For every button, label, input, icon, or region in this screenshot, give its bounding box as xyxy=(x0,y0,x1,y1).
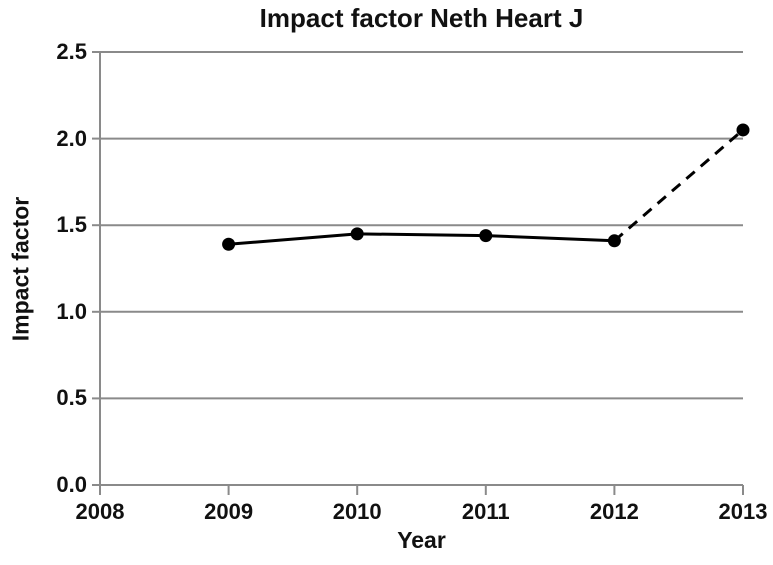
y-tick-label: 0.0 xyxy=(56,472,87,497)
trend-line-dashed xyxy=(613,128,744,242)
data-point-2011 xyxy=(479,229,493,243)
y-tick-label: 1.0 xyxy=(56,298,87,324)
y-tick-label: 0.5 xyxy=(56,385,87,411)
data-point-2010 xyxy=(350,227,364,241)
y-tick-label: 2.0 xyxy=(56,125,87,151)
x-tick-label: 2008 xyxy=(75,499,125,524)
data-point-2013 xyxy=(736,123,750,137)
x-tick-label: 2011 xyxy=(461,499,510,524)
x-tick-label: 2010 xyxy=(332,499,382,524)
x-tick-label: 2009 xyxy=(204,499,254,524)
data-point-2009 xyxy=(222,237,236,251)
trend-line-solid xyxy=(357,232,486,238)
trend-line-solid xyxy=(485,234,615,243)
y-tick-label: 2.5 xyxy=(56,39,87,64)
y-tick-label: 1.5 xyxy=(56,212,87,238)
x-tick-label: 2012 xyxy=(589,499,639,524)
data-point-2012 xyxy=(607,234,621,248)
x-axis-label: Year xyxy=(397,527,446,553)
x-tick-label: 2013 xyxy=(718,499,768,524)
trend-line-solid xyxy=(228,232,358,246)
chart-title: Impact factor Neth Heart J xyxy=(259,3,584,33)
